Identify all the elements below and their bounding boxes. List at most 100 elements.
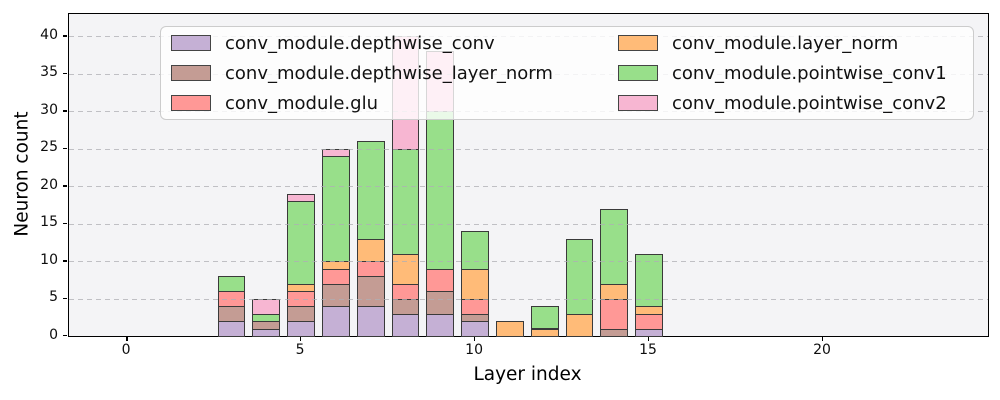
bar-segment <box>565 238 594 315</box>
bar-segment <box>600 298 629 330</box>
bar-segment <box>391 313 420 337</box>
legend-label: conv_module.depthwise_layer_norm <box>225 62 553 84</box>
y-tick <box>63 297 67 299</box>
y-tick-label: 20 <box>40 176 58 193</box>
x-axis-label: Layer index <box>473 364 582 385</box>
y-tick-label: 0 <box>49 326 58 343</box>
y-tick <box>63 260 67 262</box>
bar-segment <box>495 321 524 337</box>
gridline <box>69 223 988 225</box>
legend-swatch <box>618 95 658 111</box>
y-tick <box>63 222 67 225</box>
bar-segment <box>356 261 385 278</box>
bar-segment <box>461 298 489 315</box>
legend-swatch <box>171 35 211 51</box>
bar-segment <box>217 306 246 322</box>
bar-segment <box>252 298 281 315</box>
legend-item: conv_module.depthwise_layer_norm <box>171 63 618 84</box>
bar-segment <box>356 276 385 308</box>
legend: conv_module.depthwise_conv conv_module.de… <box>160 26 974 120</box>
bar-segment <box>391 253 420 285</box>
bar-segment <box>426 313 455 337</box>
gridline <box>69 186 988 188</box>
x-tick <box>648 336 650 341</box>
y-tick <box>63 110 67 112</box>
bar-segment <box>287 321 315 337</box>
x-tick-label: 20 <box>813 342 831 358</box>
bar-segment <box>635 313 663 330</box>
legend-swatch <box>171 95 211 111</box>
bar-segment <box>356 306 385 337</box>
x-tick <box>126 336 128 341</box>
y-tick <box>63 147 67 150</box>
bar-segment <box>356 238 385 263</box>
x-tick <box>474 336 476 341</box>
legend-item: conv_module.pointwise_conv1 <box>618 63 947 84</box>
bar-segment <box>461 321 489 337</box>
legend-item: conv_module.layer_norm <box>618 33 947 54</box>
bar-segment <box>530 328 559 337</box>
bar-segment <box>461 268 489 300</box>
legend-swatch <box>171 65 211 81</box>
legend-swatch <box>618 65 658 81</box>
x-tick-label: 5 <box>295 342 305 358</box>
y-tick-label: 5 <box>49 289 58 306</box>
bar-segment <box>252 321 281 330</box>
bar-segment <box>287 306 315 322</box>
y-tick-label: 35 <box>40 64 58 81</box>
bar-segment <box>217 321 246 337</box>
legend-item: conv_module.depthwise_conv <box>171 33 618 54</box>
y-tick-label: 40 <box>40 26 58 43</box>
bar-segment <box>635 253 663 308</box>
gridline <box>69 148 988 150</box>
gridline <box>69 298 988 300</box>
bar-segment <box>391 148 420 255</box>
bar-segment <box>426 111 455 270</box>
y-tick <box>63 35 67 37</box>
bar-segment <box>600 208 629 285</box>
y-tick-label: 25 <box>40 139 58 156</box>
bar-segment <box>565 313 594 337</box>
bar-segment <box>635 306 663 315</box>
legend-label: conv_module.pointwise_conv2 <box>672 92 947 114</box>
bar-segment <box>530 306 559 330</box>
y-tick <box>63 335 67 337</box>
bar-segment <box>600 328 629 337</box>
legend-swatch <box>618 35 658 51</box>
bar-segment <box>391 298 420 315</box>
bar-segment <box>461 313 489 323</box>
bar-segment <box>321 148 350 158</box>
legend-label: conv_module.pointwise_conv1 <box>672 62 947 84</box>
legend-label: conv_module.layer_norm <box>672 32 899 54</box>
bar-segment <box>287 193 315 203</box>
x-tick-label: 15 <box>639 342 657 358</box>
bar-segment <box>287 201 315 285</box>
y-tick-label: 30 <box>40 101 58 118</box>
y-tick <box>63 185 67 187</box>
bar-segment <box>217 276 246 293</box>
y-tick <box>63 72 67 75</box>
bar-segment <box>321 156 350 263</box>
bar-segment <box>600 283 629 300</box>
bar-segment <box>391 283 420 300</box>
bar-segment <box>426 291 455 315</box>
gridline <box>69 261 988 263</box>
x-tick-label: 0 <box>121 342 131 358</box>
bar-segment <box>321 306 350 337</box>
bar-segment <box>426 268 455 293</box>
bar-segment <box>461 231 489 270</box>
x-tick <box>300 336 302 341</box>
bar-segment <box>252 313 281 323</box>
bar-segment <box>287 283 315 293</box>
legend-item: conv_module.glu <box>171 93 618 114</box>
legend-label: conv_module.glu <box>225 92 378 114</box>
legend-column: conv_module.depthwise_conv conv_module.de… <box>171 33 618 114</box>
y-tick-label: 15 <box>40 214 58 231</box>
bar-segment <box>321 268 350 285</box>
legend-item: conv_module.pointwise_conv2 <box>618 93 947 114</box>
legend-label: conv_module.depthwise_conv <box>225 32 495 54</box>
x-tick <box>822 336 824 341</box>
x-tick-label: 10 <box>465 342 483 358</box>
y-tick-label: 10 <box>40 251 58 268</box>
bar-segment <box>321 261 350 270</box>
